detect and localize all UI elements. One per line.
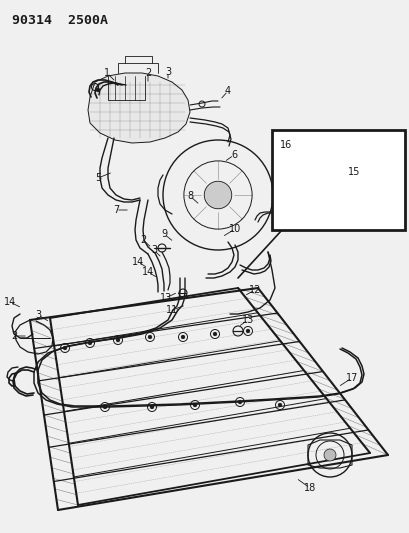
Circle shape <box>277 403 281 407</box>
Text: 17: 17 <box>345 373 357 383</box>
Text: 13: 13 <box>160 293 172 303</box>
Circle shape <box>88 341 92 345</box>
Text: 3: 3 <box>151 245 157 255</box>
Circle shape <box>323 449 335 461</box>
Text: 10: 10 <box>228 224 240 234</box>
Text: 11: 11 <box>166 305 178 315</box>
Text: 16: 16 <box>279 140 292 150</box>
Text: 7: 7 <box>112 205 119 215</box>
Text: 2: 2 <box>144 68 151 78</box>
Circle shape <box>213 332 216 336</box>
Text: 2: 2 <box>139 235 146 245</box>
Text: 6: 6 <box>230 150 236 160</box>
Circle shape <box>284 217 290 223</box>
Text: 13: 13 <box>241 315 254 325</box>
Circle shape <box>63 346 67 350</box>
Text: 8: 8 <box>187 191 193 201</box>
Circle shape <box>292 218 298 224</box>
Text: 9: 9 <box>161 229 166 239</box>
Circle shape <box>237 400 241 404</box>
Circle shape <box>180 335 184 339</box>
Text: 15: 15 <box>347 167 360 177</box>
Text: 14: 14 <box>4 297 16 307</box>
Text: 2: 2 <box>11 331 17 341</box>
Text: 18: 18 <box>303 483 315 493</box>
Circle shape <box>103 405 107 409</box>
Text: 5: 5 <box>94 173 101 183</box>
Circle shape <box>150 405 154 409</box>
Text: 4: 4 <box>225 86 231 96</box>
Text: 14: 14 <box>142 267 154 277</box>
Circle shape <box>204 181 231 209</box>
Circle shape <box>148 335 152 339</box>
Text: 90314  2500A: 90314 2500A <box>12 14 108 27</box>
Text: 3: 3 <box>164 67 171 77</box>
Circle shape <box>96 88 100 92</box>
Circle shape <box>193 403 196 407</box>
Text: 12: 12 <box>248 285 261 295</box>
Text: 3: 3 <box>35 310 41 320</box>
Polygon shape <box>88 73 189 143</box>
Text: 1: 1 <box>104 68 110 78</box>
Text: 14: 14 <box>132 257 144 267</box>
Bar <box>271 130 404 230</box>
Circle shape <box>116 338 120 342</box>
Circle shape <box>245 329 249 333</box>
